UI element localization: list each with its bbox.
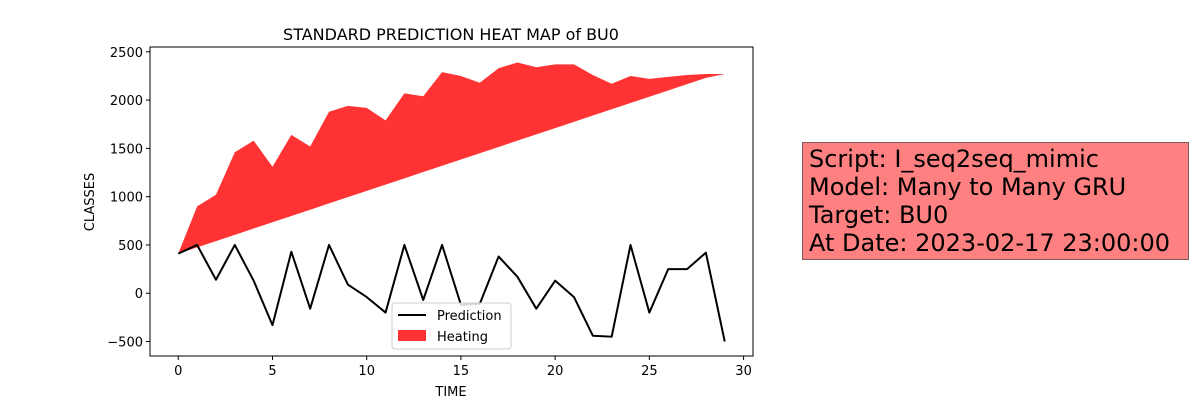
info-model: Model: Many to Many GRU <box>809 173 1127 201</box>
y-tick-label: 500 <box>118 239 143 254</box>
x-tick-label: 15 <box>453 364 470 379</box>
x-tick-label: 20 <box>547 364 564 379</box>
x-tick-label: 5 <box>268 364 276 379</box>
y-tick-label: 2000 <box>110 94 143 109</box>
chart-title: STANDARD PREDICTION HEAT MAP of BU0 <box>283 25 619 44</box>
info-target: Target: BU0 <box>809 201 949 229</box>
info-script: Script: I_seq2seq_mimic <box>809 145 1099 173</box>
info-date: At Date: 2023-02-17 23:00:00 <box>809 229 1171 257</box>
axes: 0 5 10 15 20 25 30 −500 0 500 1000 1500 2000 2500 <box>107 46 754 379</box>
x-tick-label: 10 <box>358 364 375 379</box>
y-tick-label: 0 <box>135 287 143 302</box>
legend-heating-swatch <box>398 330 426 341</box>
x-tick-label: 0 <box>174 364 182 379</box>
plot-area <box>177 62 726 342</box>
prediction-line <box>177 243 726 342</box>
y-axis-label: CLASSES <box>83 173 98 231</box>
x-axis-label: TIME <box>434 385 466 400</box>
y-tick-label: 2500 <box>110 46 143 61</box>
y-tick-label: 1000 <box>110 191 143 206</box>
legend-prediction-label: Prediction <box>437 309 502 324</box>
run-info-box: Script: I_seq2seq_mimic Model: Many to M… <box>802 142 1189 260</box>
legend: Prediction Heating <box>391 302 512 350</box>
y-tick-label: −500 <box>107 336 143 351</box>
axes-frame <box>149 46 754 357</box>
heating-area <box>178 62 725 254</box>
legend-heating-label: Heating <box>437 330 488 345</box>
x-tick-label: 25 <box>641 364 658 379</box>
y-tick-label: 1500 <box>110 142 143 157</box>
x-tick-label: 30 <box>735 364 752 379</box>
